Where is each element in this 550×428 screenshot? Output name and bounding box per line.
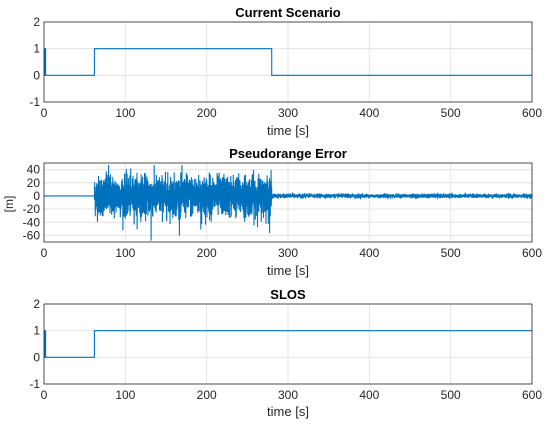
y-tick-label: 0 [33, 68, 40, 82]
x-tick-label: 0 [41, 106, 48, 120]
x-axis-label: time [s] [267, 404, 309, 419]
series-line [44, 330, 532, 358]
y-tick-label: -60 [23, 228, 41, 242]
y-tick-label: 1 [33, 324, 40, 338]
x-axis-label: time [s] [267, 123, 309, 138]
y-tick-label: -1 [29, 377, 40, 391]
x-tick-label: 600 [522, 106, 542, 120]
y-tick-label: 0 [33, 350, 40, 364]
plot-frame [43, 303, 533, 385]
y-tick-label: 2 [33, 15, 40, 29]
x-tick-label: 100 [115, 246, 135, 260]
x-tick-label: 500 [441, 106, 461, 120]
x-tick-label: 300 [278, 246, 298, 260]
plot-frame [43, 21, 533, 103]
x-tick-labels: 0 100 200 300 400 500 600 [41, 388, 543, 402]
y-tick-label: -20 [23, 202, 41, 216]
x-tick-label: 300 [278, 106, 298, 120]
x-tick-label: 500 [441, 246, 461, 260]
x-tick-label: 0 [41, 388, 48, 402]
x-tick-label: 100 [115, 388, 135, 402]
x-tick-label: 100 [115, 106, 135, 120]
x-tick-label: 600 [522, 388, 542, 402]
x-tick-label: 300 [278, 388, 298, 402]
x-tick-label: 200 [197, 246, 217, 260]
x-tick-label: 200 [197, 106, 217, 120]
y-tick-label: -40 [23, 215, 41, 229]
x-tick-label: 500 [441, 388, 461, 402]
y-axis-label: [m] [2, 196, 16, 213]
y-tick-label: 40 [27, 163, 41, 177]
x-tick-label: 400 [359, 106, 379, 120]
chart-title: Current Scenario [235, 5, 341, 20]
x-tick-labels: 0 100 200 300 400 500 600 [41, 246, 543, 260]
series-line [44, 48, 532, 76]
chart-title: SLOS [270, 287, 306, 302]
grid-lines [43, 303, 533, 385]
x-tick-labels: 0 100 200 300 400 500 600 [41, 106, 543, 120]
y-tick-label: 2 [33, 297, 40, 311]
chart-title: Pseudorange Error [229, 146, 347, 161]
plot-frame [43, 162, 533, 243]
y-tick-label: -1 [29, 95, 40, 109]
x-axis-label: time [s] [267, 263, 309, 278]
y-tick-label: 20 [27, 176, 41, 190]
x-tick-label: 400 [359, 388, 379, 402]
y-tick-label: 1 [33, 42, 40, 56]
series-line [44, 164, 533, 241]
x-tick-label: 400 [359, 246, 379, 260]
y-tick-labels: -1 0 1 2 [29, 297, 40, 391]
grid-lines [43, 21, 533, 103]
y-tick-label: 0 [33, 189, 40, 203]
x-tick-label: 200 [197, 388, 217, 402]
x-tick-label: 0 [41, 246, 48, 260]
x-tick-label: 600 [522, 246, 542, 260]
y-tick-labels: -1 0 1 2 [29, 15, 40, 109]
